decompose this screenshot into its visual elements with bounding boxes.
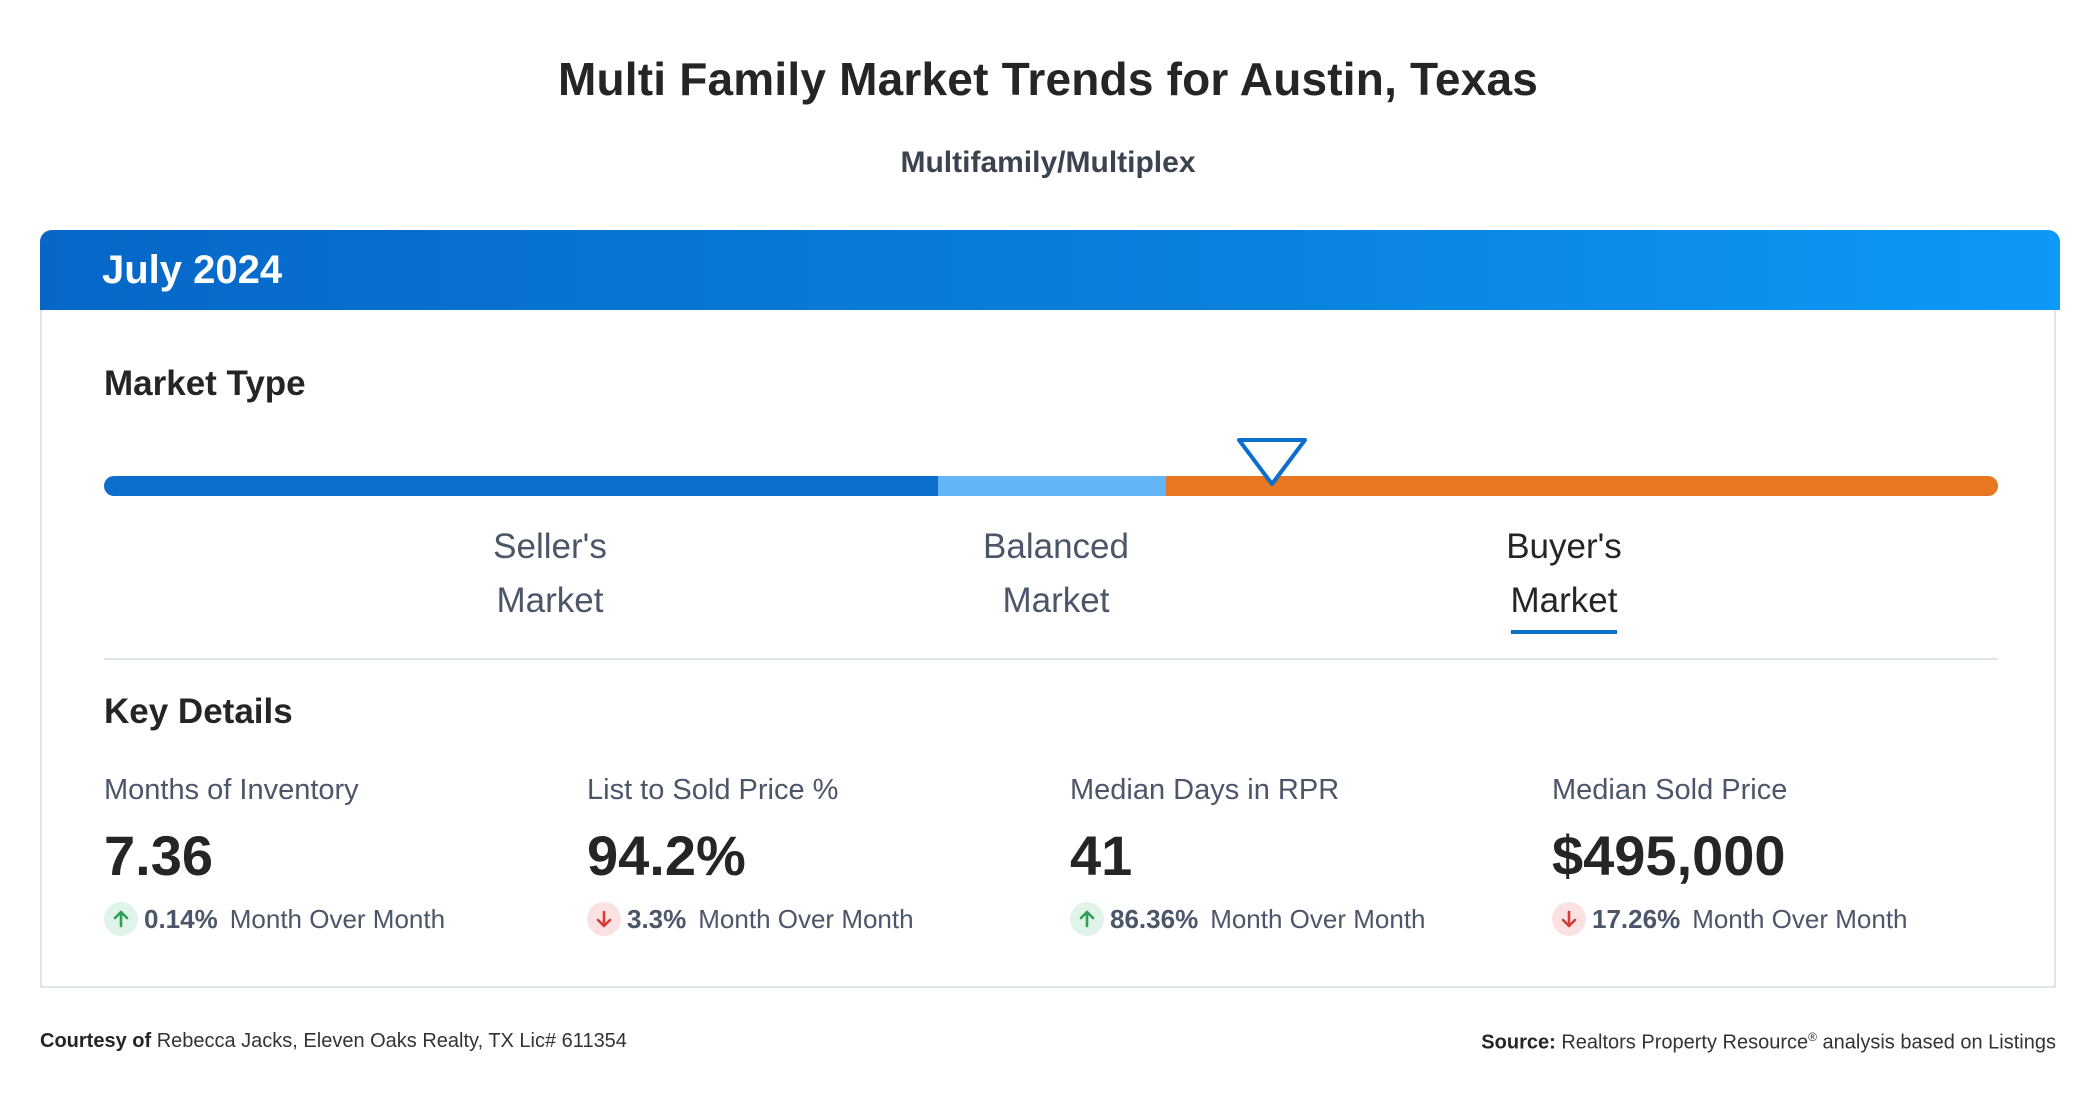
page-subtitle: Multifamily/Multiplex (900, 146, 1196, 179)
market-indicator-icon (1237, 438, 1307, 486)
buyer-market-label-line2: Market (1510, 574, 1618, 634)
seller-market-label-line2: Market (496, 581, 604, 620)
metric-months-of-inventory: Months of Inventory 7.36 0.14% Month Ove… (104, 770, 574, 936)
balanced-market-label-line2: Market (1002, 581, 1110, 620)
market-card: July 2024 Market Type Seller's Market Ba… (40, 230, 2060, 988)
balanced-market-segment (938, 476, 1166, 496)
seller-market-label: Seller's Market (420, 520, 680, 628)
market-type-scale (104, 476, 1998, 496)
metric-label: List to Sold Price % (587, 774, 839, 806)
seller-market-segment (104, 476, 938, 496)
courtesy-footer: Courtesy of Rebecca Jacks, Eleven Oaks R… (40, 1030, 627, 1053)
buyer-market-segment (1166, 476, 1998, 496)
courtesy-label: Courtesy of (40, 1030, 152, 1052)
source-text-2: analysis based on Listings (1822, 1031, 2056, 1054)
metric-change: 0.14% Month Over Month (104, 902, 574, 936)
arrow-up-icon (104, 902, 138, 936)
source-text-1: Realtors Property Resource (1561, 1031, 1809, 1054)
card-header: July 2024 (40, 230, 2060, 310)
balanced-market-label: Balanced Market (926, 520, 1186, 628)
metric-change: 3.3% Month Over Month (587, 902, 1057, 936)
change-value: 3.3% (627, 903, 687, 934)
metric-value: $495,000 (1552, 824, 1786, 887)
metric-label: Median Sold Price (1552, 774, 1788, 806)
registered-mark: ® (1808, 1030, 1817, 1044)
change-text: Month Over Month (1210, 903, 1426, 934)
metric-change: 17.26% Month Over Month (1552, 902, 2022, 936)
buyer-market-label-line1: Buyer's (1506, 527, 1622, 566)
change-value: 86.36% (1110, 903, 1199, 934)
seller-market-label-line1: Seller's (493, 527, 607, 566)
metric-label: Months of Inventory (104, 774, 359, 806)
report-period: July 2024 (102, 248, 283, 292)
change-value: 0.14% (144, 903, 218, 934)
change-value: 17.26% (1592, 903, 1681, 934)
courtesy-text: Rebecca Jacks, Eleven Oaks Realty, TX Li… (156, 1030, 627, 1052)
page-title: Multi Family Market Trends for Austin, T… (557, 53, 1539, 105)
key-details-title: Key Details (104, 692, 293, 731)
change-text: Month Over Month (229, 903, 446, 934)
arrow-down-icon (1552, 902, 1586, 936)
balanced-market-label-line1: Balanced (983, 527, 1129, 566)
arrow-down-icon (587, 902, 621, 936)
change-text: Month Over Month (1692, 903, 1908, 934)
metric-median-sold-price: Median Sold Price $495,000 17.26% Month … (1552, 770, 2022, 936)
metric-change: 86.36% Month Over Month (1070, 902, 1540, 936)
section-divider (104, 658, 1998, 660)
metric-median-days-in-rpr: Median Days in RPR 41 86.36% Month Over … (1070, 770, 1540, 936)
source-label: Source: (1481, 1031, 1556, 1054)
metric-value: 41 (1070, 824, 1133, 887)
market-type-title: Market Type (104, 364, 306, 403)
source-footer: Source: Realtors Property Resource® anal… (1481, 1030, 2056, 1055)
metric-list-to-sold-price: List to Sold Price % 94.2% 3.3% Month Ov… (587, 770, 1057, 936)
buyer-market-label: Buyer's Market (1434, 520, 1694, 634)
change-text: Month Over Month (698, 903, 914, 934)
metric-value: 94.2% (587, 824, 746, 887)
metric-label: Median Days in RPR (1070, 774, 1340, 806)
metric-value: 7.36 (104, 824, 213, 887)
arrow-up-icon (1070, 902, 1104, 936)
